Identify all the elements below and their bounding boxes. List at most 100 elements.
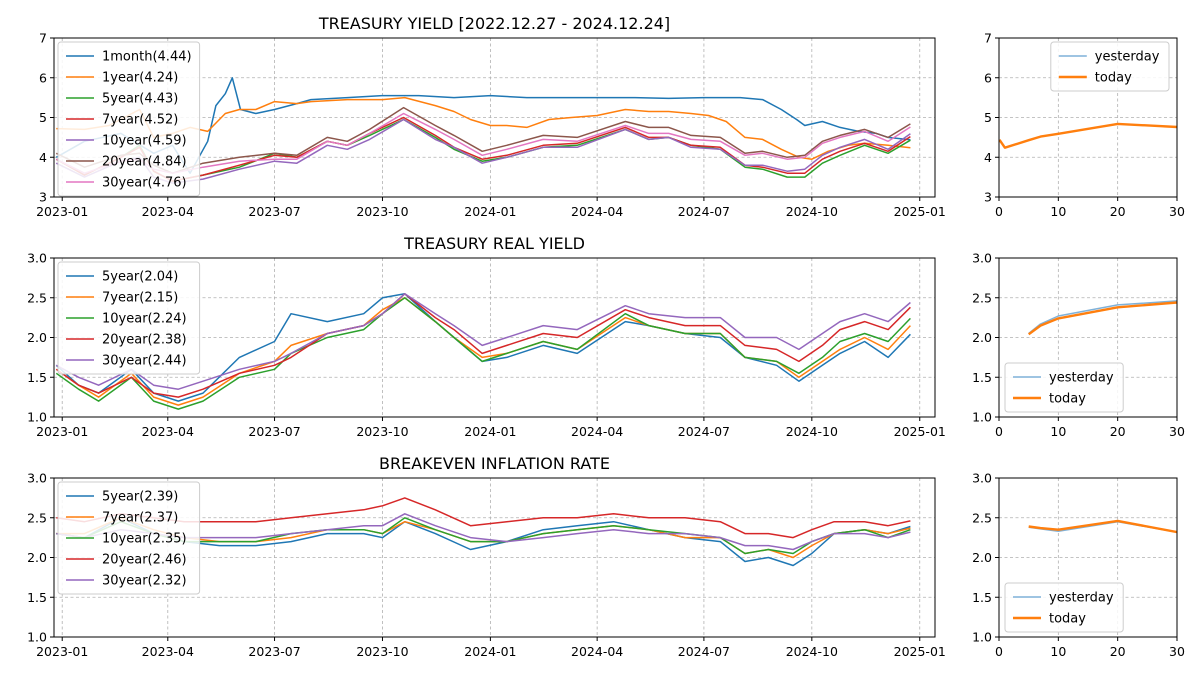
series-line-5 [55, 293, 911, 390]
legend-label: 1month(4.44) [102, 50, 192, 65]
legend-label: 7year(2.15) [102, 291, 178, 306]
x-tick-label: 2023-10 [356, 644, 408, 659]
x-tick-label: 2025-01 [894, 204, 946, 219]
x-tick-label: 10 [1050, 424, 1066, 439]
y-tick-label: 7 [39, 31, 47, 46]
legend-label: yesterday [1049, 591, 1114, 606]
legend-label: 10year(2.24) [102, 312, 187, 327]
legend-box [1004, 362, 1124, 413]
series-line-2 [999, 122, 1177, 149]
x-tick-label: 2024-10 [786, 204, 838, 219]
legend-label: 7year(4.52) [102, 113, 178, 128]
y-tick-label: 7 [984, 31, 992, 46]
legend-label: 7year(2.37) [102, 511, 178, 526]
x-tick-label: 2023-04 [142, 644, 194, 659]
series-line-3 [55, 297, 911, 410]
legend-box [57, 41, 201, 197]
chart-title: TREASURY REAL YIELD [403, 234, 585, 253]
legend-label: yesterday [1095, 50, 1160, 65]
legend-label: 10year(2.35) [102, 532, 187, 547]
x-tick-label: 2023-04 [142, 424, 194, 439]
y-tick-label: 2.5 [972, 510, 992, 525]
x-tick-label: 2023-01 [36, 424, 88, 439]
legend-label: 30year(2.32) [102, 574, 187, 589]
y-tick-label: 3 [39, 190, 47, 205]
series-line-1 [1028, 300, 1177, 335]
x-tick-label: 2023-07 [248, 424, 300, 439]
y-tick-label: 2.0 [27, 550, 47, 565]
series-line-2 [56, 96, 911, 160]
legend-label: today [1095, 71, 1132, 86]
x-tick-label: 20 [1110, 204, 1126, 219]
legend-box [1004, 582, 1124, 633]
x-tick-label: 2023-04 [142, 204, 194, 219]
series-group [1028, 519, 1177, 534]
series-line-5 [56, 513, 911, 551]
x-tick-label: 30 [1169, 424, 1185, 439]
x-tick-label: 2024-01 [464, 644, 516, 659]
y-tick-label: 1.0 [27, 630, 47, 645]
series-line-2 [1027, 301, 1177, 336]
y-tick-label: 1.0 [27, 410, 47, 425]
x-tick-label: 2024-04 [571, 204, 623, 219]
y-tick-label: 4 [984, 150, 992, 165]
y-tick-label: 1.5 [27, 370, 47, 385]
series-group [999, 122, 1177, 149]
series-line-1 [999, 123, 1177, 149]
legend-label: 5year(2.39) [102, 490, 178, 505]
x-tick-label: 0 [995, 424, 1003, 439]
y-tick-label: 2.5 [972, 290, 992, 305]
y-tick-label: 2.5 [27, 290, 47, 305]
y-tick-label: 3 [984, 190, 992, 205]
series-line-4 [55, 293, 911, 398]
y-tick-label: 2.0 [972, 550, 992, 565]
x-tick-label: 2023-01 [36, 644, 88, 659]
legend-label: 10year(4.59) [102, 134, 187, 149]
x-tick-label: 10 [1050, 204, 1066, 219]
chart-panel-3: 2023-01 2023-04 2023-07 2023-10 2024-01 2024-… [27, 234, 946, 439]
series-group [1027, 300, 1177, 336]
legend-label: 30year(2.44) [102, 354, 187, 369]
x-tick-label: 30 [1169, 204, 1185, 219]
x-tick-label: 10 [1050, 644, 1066, 659]
x-tick-label: 2023-07 [248, 644, 300, 659]
x-tick-label: 2024-10 [786, 644, 838, 659]
chart-panel-6: 0 10 20 30 1.0 1.5 2.0 2.5 3.0 yesterday today [972, 471, 1185, 660]
y-tick-label: 2.5 [27, 510, 47, 525]
x-tick-label: 2024-01 [464, 424, 516, 439]
x-tick-label: 0 [995, 644, 1003, 659]
legend: 5year(2.04) 7year(2.15) 10year(2.24) 20year… [57, 261, 201, 375]
chart-title: TREASURY YIELD [2022.12.27 - 2024.12.24] [318, 14, 670, 33]
y-tick-label: 3.0 [972, 251, 992, 266]
x-tick-label: 2024-04 [571, 424, 623, 439]
chart-panel-5: 2023-01 2023-04 2023-07 2023-10 2024-01 2024-… [27, 454, 946, 659]
legend-label: yesterday [1049, 371, 1114, 386]
legend-box [57, 261, 201, 375]
x-tick-label: 2023-07 [248, 204, 300, 219]
legend-label: today [1049, 612, 1086, 627]
x-tick-label: 2024-04 [571, 644, 623, 659]
x-tick-label: 30 [1169, 644, 1185, 659]
x-tick-label: 2025-01 [894, 424, 946, 439]
x-tick-label: 2025-01 [894, 644, 946, 659]
y-tick-label: 3.0 [27, 251, 47, 266]
legend-label: 20year(4.84) [102, 155, 187, 170]
y-tick-label: 1.5 [27, 590, 47, 605]
chart-panel-1: 2023-01 2023-04 2023-07 2023-10 2024-01 2024-… [36, 14, 946, 219]
y-tick-label: 2.0 [27, 330, 47, 345]
series-line-1 [55, 77, 911, 174]
x-tick-label: 2024-07 [678, 644, 730, 659]
x-tick-label: 2024-07 [678, 204, 730, 219]
legend-label: 5year(4.43) [102, 92, 178, 107]
x-tick-label: 2024-07 [678, 424, 730, 439]
y-tick-label: 5 [984, 110, 992, 125]
series-group [55, 293, 911, 410]
y-tick-label: 5 [39, 110, 47, 125]
y-tick-label: 1.5 [972, 370, 992, 385]
y-tick-label: 6 [39, 70, 47, 85]
x-tick-label: 20 [1110, 644, 1126, 659]
y-tick-label: 6 [984, 70, 992, 85]
legend: 1month(4.44) 1year(4.24) 5year(4.43) 7year(… [57, 41, 201, 197]
y-tick-label: 4 [39, 150, 47, 165]
